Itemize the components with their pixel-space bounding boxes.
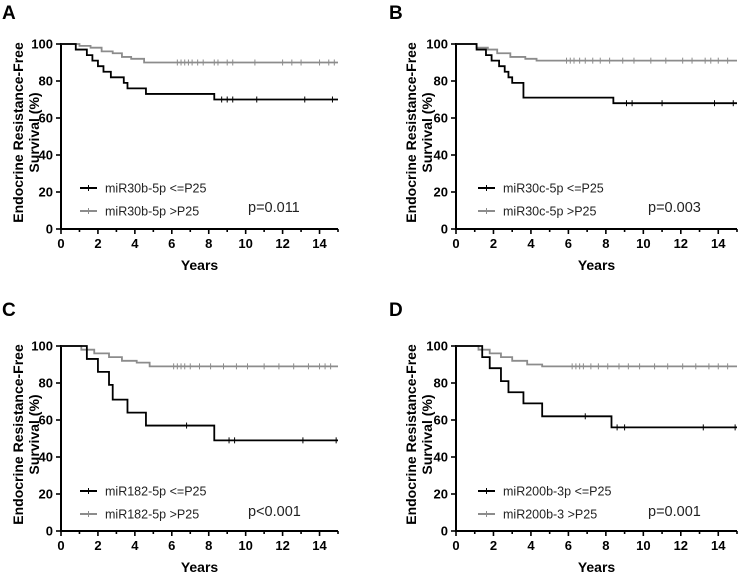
panel-c-x-axis-title: Years: [181, 559, 219, 573]
panel-c-x-tick-label: 6: [168, 538, 175, 553]
panel-b-x-tick-label: 8: [602, 236, 609, 251]
panel-c-x-tick-label: 14: [312, 538, 327, 553]
panel-a-curve-low: [61, 43, 338, 101]
panel-d-x-tick-label: 6: [565, 538, 572, 553]
panel-d-p-value: p=0.001: [648, 504, 701, 520]
panel-d-x-tick-label: 12: [674, 538, 688, 553]
panel-a-x-tick-label: 6: [168, 236, 175, 251]
panel-c: C 0 20 40 60 80 100 0 2 4 6 8 10 12 14 Years Endocrine R…: [2, 300, 339, 573]
panel-a-y-tick-label: 0: [46, 222, 53, 237]
panel-a-curve-high: [61, 43, 338, 64]
panel-a-x-tick-label: 2: [94, 236, 101, 251]
panel-b-curve-low: [456, 43, 737, 105]
panel-b-y-tick-label: 80: [434, 74, 448, 89]
panel-b-y-tick-label: 0: [441, 222, 448, 237]
panel-b-x-tick-label: 12: [674, 236, 688, 251]
panel-d-x-tick-label: 8: [602, 538, 609, 553]
panel-b-x-tick-label: 4: [527, 236, 535, 251]
panel-d-curve-high: [456, 345, 737, 368]
panel-d-x-tick-label: 10: [636, 538, 650, 553]
panel-a-letter: A: [2, 3, 16, 24]
panel-a-y-axis-title-line1: Endocrine Resistance-Free: [10, 42, 26, 223]
panel-d-y-tick-label: 0: [441, 524, 448, 539]
panel-b: B 0 20 40 60 80 100 0 2 4 6 8 10 12 14 Years Endocrine R…: [389, 3, 738, 273]
panel-a-x-tick-label: 14: [312, 236, 327, 251]
panel-d-letter: D: [389, 300, 403, 321]
panel-a-p-value: p=0.011: [248, 200, 300, 216]
panel-b-x-axis-title: Years: [578, 257, 616, 273]
panel-b-x-tick-label: 6: [565, 236, 572, 251]
panel-a-x-tick-label: 4: [131, 236, 139, 251]
panel-c-x-tick-label: 12: [275, 538, 289, 553]
panel-b-x-tick-label: 10: [636, 236, 650, 251]
panel-d-y-axis-title-line2: Survival (%): [419, 394, 435, 474]
panel-c-x-tick-label: 8: [205, 538, 212, 553]
panel-b-curve-high: [456, 43, 737, 62]
panel-c-x-tick-label: 10: [238, 538, 252, 553]
panel-c-y-axis-title-line2: Survival (%): [26, 394, 42, 474]
panel-a-y-tick-label: 20: [39, 185, 53, 200]
panel-d: D 0 20 40 60 80 100 0 2 4 6 8 10 12 14 Years Endocrine R…: [389, 300, 738, 573]
panel-a-x-tick-label: 12: [275, 236, 289, 251]
panel-c-x-tick-label: 2: [94, 538, 101, 553]
panel-c-y-tick-label: 20: [39, 487, 53, 502]
panel-c-y-tick-label: 100: [31, 339, 53, 354]
panel-c-p-value: p<0.001: [248, 504, 301, 520]
panel-d-y-axis-title-line1: Endocrine Resistance-Free: [403, 344, 419, 525]
panel-a-y-tick-label: 80: [39, 74, 53, 89]
panel-d-y-tick-label: 80: [434, 376, 448, 391]
panel-d-x-tick-label: 14: [711, 538, 726, 553]
panel-c-legend-label: miR182-5p >P25: [105, 508, 199, 522]
panel-b-x-tick-label: 14: [711, 236, 726, 251]
panel-b-letter: B: [389, 3, 403, 24]
panel-a-x-tick-label: 0: [57, 236, 64, 251]
panel-c-curve-high: [61, 345, 338, 368]
panel-a-legend-label: miR30b-5p >P25: [105, 205, 199, 219]
panel-c-x-tick-label: 0: [57, 538, 64, 553]
panel-c-curve-low: [61, 345, 338, 442]
panel-c-y-tick-label: 60: [39, 413, 53, 428]
panel-c-x-tick-label: 4: [131, 538, 139, 553]
panel-b-y-tick-label: 60: [434, 111, 448, 126]
panel-d-x-tick-label: 2: [490, 538, 497, 553]
panel-d-x-tick-label: 0: [452, 538, 459, 553]
panel-d-curve-low: [456, 345, 737, 429]
panel-c-letter: C: [2, 300, 16, 321]
panel-d-legend-label: miR200b-3p <=P25: [503, 485, 611, 499]
panel-c-y-tick-label: 0: [46, 524, 53, 539]
panel-c-y-tick-label: 80: [39, 376, 53, 391]
panel-a-y-tick-label: 40: [39, 148, 53, 163]
panel-b-y-axis-title-line1: Endocrine Resistance-Free: [403, 42, 419, 223]
panel-a-x-axis-title: Years: [181, 257, 219, 273]
panel-b-legend-label: miR30c-5p <=P25: [503, 182, 604, 196]
panel-c-y-axis-title-line1: Endocrine Resistance-Free: [10, 344, 26, 525]
panel-c-y-tick-label: 40: [39, 450, 53, 465]
panel-b-x-tick-label: 2: [490, 236, 497, 251]
panel-a-y-tick-label: 100: [31, 37, 53, 52]
panel-b-y-tick-label: 40: [434, 148, 448, 163]
panel-b-y-tick-label: 20: [434, 185, 448, 200]
panel-b-y-axis-title-line2: Survival (%): [419, 92, 435, 172]
panel-d-x-tick-label: 4: [527, 538, 535, 553]
panel-a-y-axis-title-line2: Survival (%): [26, 92, 42, 172]
panel-d-y-tick-label: 100: [426, 339, 448, 354]
panel-b-x-tick-label: 0: [452, 236, 459, 251]
panel-d-y-tick-label: 60: [434, 413, 448, 428]
panel-d-y-tick-label: 20: [434, 487, 448, 502]
panel-b-y-tick-label: 100: [426, 37, 448, 52]
panel-b-legend-label: miR30c-5p >P25: [503, 205, 596, 219]
panel-a-legend-label: miR30b-5p <=P25: [105, 182, 207, 196]
panel-d-legend-label: miR200b-3 >P25: [503, 508, 597, 522]
panel-a-x-tick-label: 10: [238, 236, 252, 251]
panel-c-legend-label: miR182-5p <=P25: [105, 485, 207, 499]
panel-a-y-tick-label: 60: [39, 111, 53, 126]
panel-d-y-tick-label: 40: [434, 450, 448, 465]
panel-a: A 0 20 40 60 80 100 0 2 4 6 8 10 12 14 Years Endocrine R…: [2, 3, 339, 273]
panel-b-p-value: p=0.003: [648, 200, 701, 216]
panel-a-x-tick-label: 8: [205, 236, 212, 251]
panel-d-x-axis-title: Years: [578, 559, 616, 573]
